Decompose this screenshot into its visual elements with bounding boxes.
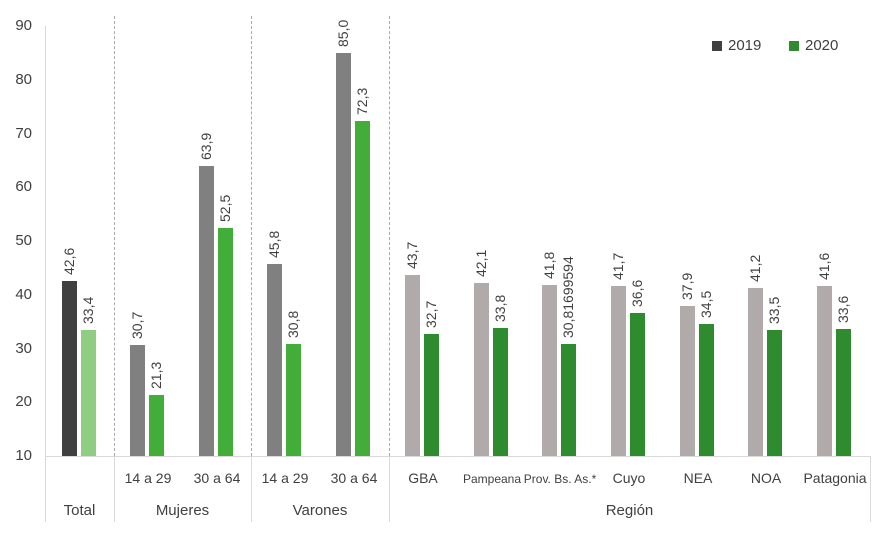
bar-2019	[130, 344, 145, 456]
legend-2019: 2019	[712, 37, 761, 54]
bar-2020	[355, 121, 370, 456]
y-tick-label: 10	[15, 447, 32, 464]
bar-2019	[611, 285, 626, 456]
category-label: Patagonia	[803, 470, 867, 486]
legend-swatch-2020	[789, 40, 799, 51]
data-label: 30,81699594	[560, 256, 576, 339]
data-label: 42,6	[61, 247, 77, 275]
data-label: 63,9	[198, 133, 214, 161]
data-label: 45,8	[266, 230, 282, 258]
data-label: 85,0	[335, 19, 351, 47]
bar-2019	[405, 274, 420, 456]
data-label: 41,2	[747, 255, 763, 283]
data-label: 42,1	[473, 250, 489, 278]
axis-baseline	[45, 456, 870, 457]
bar-2019	[680, 306, 695, 456]
y-axis-line	[45, 26, 46, 522]
data-label: 41,6	[816, 252, 832, 281]
data-label: 34,5	[698, 291, 714, 319]
data-label: 33,5	[766, 296, 782, 324]
data-label: 37,9	[679, 272, 695, 301]
y-tick-label: 20	[15, 393, 32, 411]
group-separator	[114, 16, 115, 456]
group-separator	[251, 16, 252, 456]
bar-2019	[748, 288, 763, 456]
data-label: 52,5	[217, 194, 233, 222]
data-label: 30,8	[285, 310, 301, 339]
group-label: Mujeres	[155, 502, 210, 519]
category-axis-divider	[870, 456, 871, 522]
category-label: GBA	[408, 470, 438, 486]
y-tick-label: 90	[15, 17, 32, 34]
bar-2019	[542, 285, 557, 456]
y-tick-label: 80	[15, 70, 32, 88]
data-label: 33,8	[492, 294, 508, 323]
category-label: NOA	[750, 470, 782, 486]
category-axis-divider	[389, 456, 390, 522]
data-label: 32,7	[423, 300, 439, 328]
bar-2020	[836, 329, 851, 456]
bar-2019	[199, 166, 214, 456]
data-label: 21,3	[148, 362, 164, 390]
data-label: 43,7	[404, 241, 420, 269]
category-label: 30 a 64	[193, 470, 241, 486]
legend-label: 2020	[805, 37, 839, 54]
data-label: 30,7	[129, 311, 145, 339]
group-label: Varones	[292, 502, 348, 519]
y-tick-label: 70	[15, 124, 32, 142]
bar-2019	[336, 52, 351, 456]
data-label: 72,3	[354, 87, 370, 116]
bar-2020	[630, 313, 645, 456]
category-label: 14 a 29	[124, 470, 172, 486]
bar-2019	[474, 283, 489, 456]
bar-2020	[699, 324, 714, 456]
category-label: NEA	[683, 470, 713, 486]
bar-2020	[767, 329, 782, 456]
group-label: Total	[63, 502, 96, 519]
data-label: 41,8	[541, 251, 557, 280]
bar-2020	[81, 330, 96, 456]
legend-swatch-2019	[712, 40, 722, 51]
data-label: 41,7	[610, 252, 626, 280]
y-tick-label: 30	[15, 339, 32, 357]
data-label: 33,4	[80, 296, 96, 325]
bar-2019	[62, 280, 77, 456]
bar-2020	[149, 395, 164, 456]
legend-2020: 2020	[789, 37, 838, 54]
category-axis-divider	[114, 456, 115, 522]
data-label: 36,6	[629, 279, 645, 308]
category-label: 14 a 29	[261, 470, 309, 486]
bar-2020	[424, 333, 439, 456]
legend-label: 2019	[728, 37, 762, 54]
category-axis-divider	[251, 456, 252, 522]
bar-2020	[218, 227, 233, 456]
y-tick-label: 50	[15, 232, 32, 249]
bar-2020	[561, 344, 576, 456]
category-label: Prov. Bs. As.*	[523, 472, 597, 486]
y-tick-label: 40	[15, 285, 32, 303]
group-separator	[389, 16, 390, 456]
group-label: Región	[605, 502, 654, 519]
category-label: 30 a 64	[330, 470, 378, 486]
bar-2020	[286, 344, 301, 456]
y-tick-label: 60	[15, 178, 32, 196]
bar-2019	[267, 263, 282, 456]
bar-2019	[817, 286, 832, 456]
category-label: Cuyo	[612, 470, 646, 486]
data-label: 33,6	[835, 295, 851, 324]
category-label: Pampeana	[462, 472, 522, 486]
bar-2020	[493, 328, 508, 456]
